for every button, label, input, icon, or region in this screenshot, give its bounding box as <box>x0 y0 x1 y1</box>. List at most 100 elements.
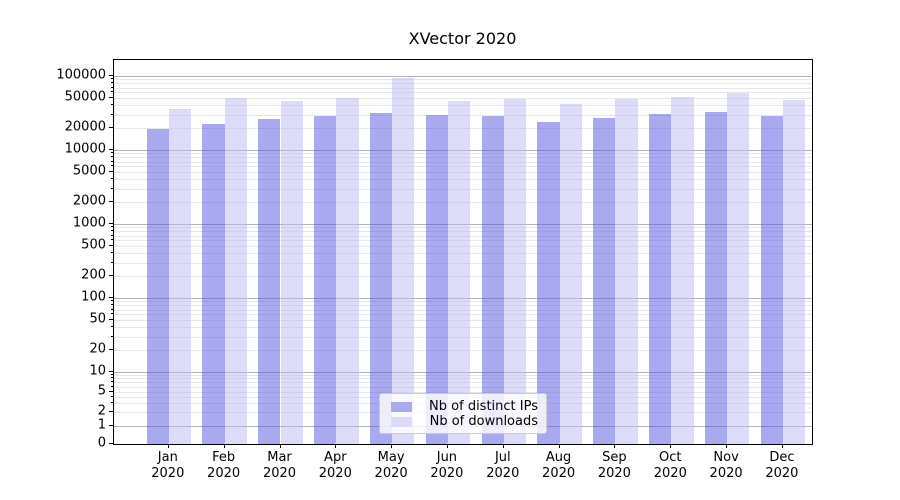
y-minor-tick <box>111 326 113 328</box>
y-minor-tick <box>111 234 113 236</box>
x-tick <box>335 444 337 448</box>
minor-gridline <box>114 87 812 89</box>
bar-downloads-apr <box>336 97 359 444</box>
x-tick-label: Feb 2020 <box>207 450 241 481</box>
y-minor-tick <box>111 313 113 315</box>
y-tick <box>109 319 113 321</box>
y-tick-label: 50 <box>89 311 106 327</box>
minor-gridline <box>114 83 812 85</box>
bar-ips-may <box>369 112 393 444</box>
y-tick-label: 50000 <box>64 89 106 105</box>
y-tick <box>109 371 113 372</box>
y-tick <box>109 245 113 247</box>
bar-ips-dec <box>760 115 783 444</box>
y-tick-label: 5000 <box>72 163 106 179</box>
y-tick-label: 10 <box>89 363 106 379</box>
y-minor-tick <box>111 308 113 310</box>
legend-item-downloads: Nb of downloads <box>391 414 538 429</box>
bar-downloads-may <box>392 78 415 444</box>
y-tick-label: 100000 <box>56 67 106 83</box>
y-minor-tick <box>111 395 113 397</box>
legend-swatch-icon <box>391 416 412 427</box>
bar-downloads-jun <box>447 100 471 444</box>
x-tick <box>446 444 448 448</box>
y-tick <box>109 391 113 392</box>
y-tick-label: 200 <box>81 267 106 283</box>
y-minor-tick <box>111 104 113 106</box>
legend: Nb of distinct IPs Nb of downloads <box>379 393 547 434</box>
major-gridline <box>114 76 812 77</box>
bar-downloads-feb <box>224 98 247 444</box>
y-minor-tick <box>111 91 113 93</box>
y-tick <box>109 223 113 224</box>
y-tick-label: 100 <box>81 289 106 305</box>
bar-ips-nov <box>704 112 728 444</box>
y-minor-tick <box>111 377 113 379</box>
y-minor-tick <box>111 304 113 306</box>
y-tick <box>109 149 113 150</box>
y-minor-tick <box>111 239 113 241</box>
y-tick <box>109 126 113 128</box>
y-tick-label: 500 <box>81 237 106 253</box>
y-tick <box>109 200 113 202</box>
bar-downloads-dec <box>782 100 806 444</box>
x-tick <box>614 444 616 448</box>
x-tick <box>223 444 225 448</box>
y-tick <box>109 411 113 412</box>
minor-gridline <box>114 98 812 100</box>
y-minor-tick <box>111 78 113 80</box>
y-tick <box>109 348 113 350</box>
legend-item-label: Nb of distinct IPs <box>429 399 538 414</box>
y-minor-tick <box>111 160 113 162</box>
x-tick-label: Oct 2020 <box>653 450 687 481</box>
bar-downloads-aug <box>559 104 582 444</box>
bar-downloads-mar <box>280 101 303 444</box>
y-minor-tick <box>111 113 113 115</box>
bar-downloads-nov <box>727 92 750 444</box>
y-minor-tick <box>111 86 113 88</box>
legend-item-label: Nb of downloads <box>429 414 538 429</box>
y-minor-tick <box>111 230 113 232</box>
bar-ips-aug <box>537 121 560 444</box>
x-tick <box>726 444 728 448</box>
minor-gridline <box>114 79 812 81</box>
x-tick <box>391 444 393 448</box>
y-minor-tick <box>111 82 113 84</box>
bar-downloads-jul <box>503 99 527 444</box>
bar-ips-feb <box>202 123 225 444</box>
bar-downloads-jan <box>168 109 192 444</box>
bar-ips-sep <box>593 118 616 444</box>
y-tick-label: 10000 <box>64 141 106 157</box>
x-tick-label: Mar 2020 <box>262 450 297 481</box>
y-minor-tick <box>111 187 113 189</box>
bar-ips-jan <box>146 129 169 444</box>
y-minor-tick <box>111 252 113 254</box>
y-tick <box>109 443 113 444</box>
y-tick-label: 0 <box>97 435 106 451</box>
x-tick-label: Aug 2020 <box>542 450 576 481</box>
y-tick <box>109 97 113 99</box>
y-tick-label: 1000 <box>72 215 106 231</box>
x-tick <box>558 444 560 448</box>
x-tick <box>167 444 169 448</box>
y-minor-tick <box>111 300 113 302</box>
x-tick-label: Dec 2020 <box>765 450 799 481</box>
bar-ips-mar <box>258 118 281 444</box>
plot-area <box>113 59 813 445</box>
x-tick <box>670 444 672 448</box>
x-tick-label: Apr 2020 <box>318 450 352 481</box>
legend-swatch-icon <box>391 401 412 412</box>
y-minor-tick <box>111 261 113 263</box>
x-tick <box>502 444 504 448</box>
x-tick-label: May 2020 <box>374 450 408 481</box>
y-minor-tick <box>111 156 113 158</box>
bar-ips-jul <box>481 116 504 444</box>
x-tick-label: Jul 2020 <box>486 450 520 481</box>
x-tick <box>781 444 783 448</box>
y-tick-label: 5 <box>97 383 106 399</box>
chart-title: XVector 2020 <box>408 29 517 48</box>
y-tick-label: 2 <box>97 403 106 419</box>
y-minor-tick <box>111 381 113 383</box>
y-minor-tick <box>111 226 113 228</box>
